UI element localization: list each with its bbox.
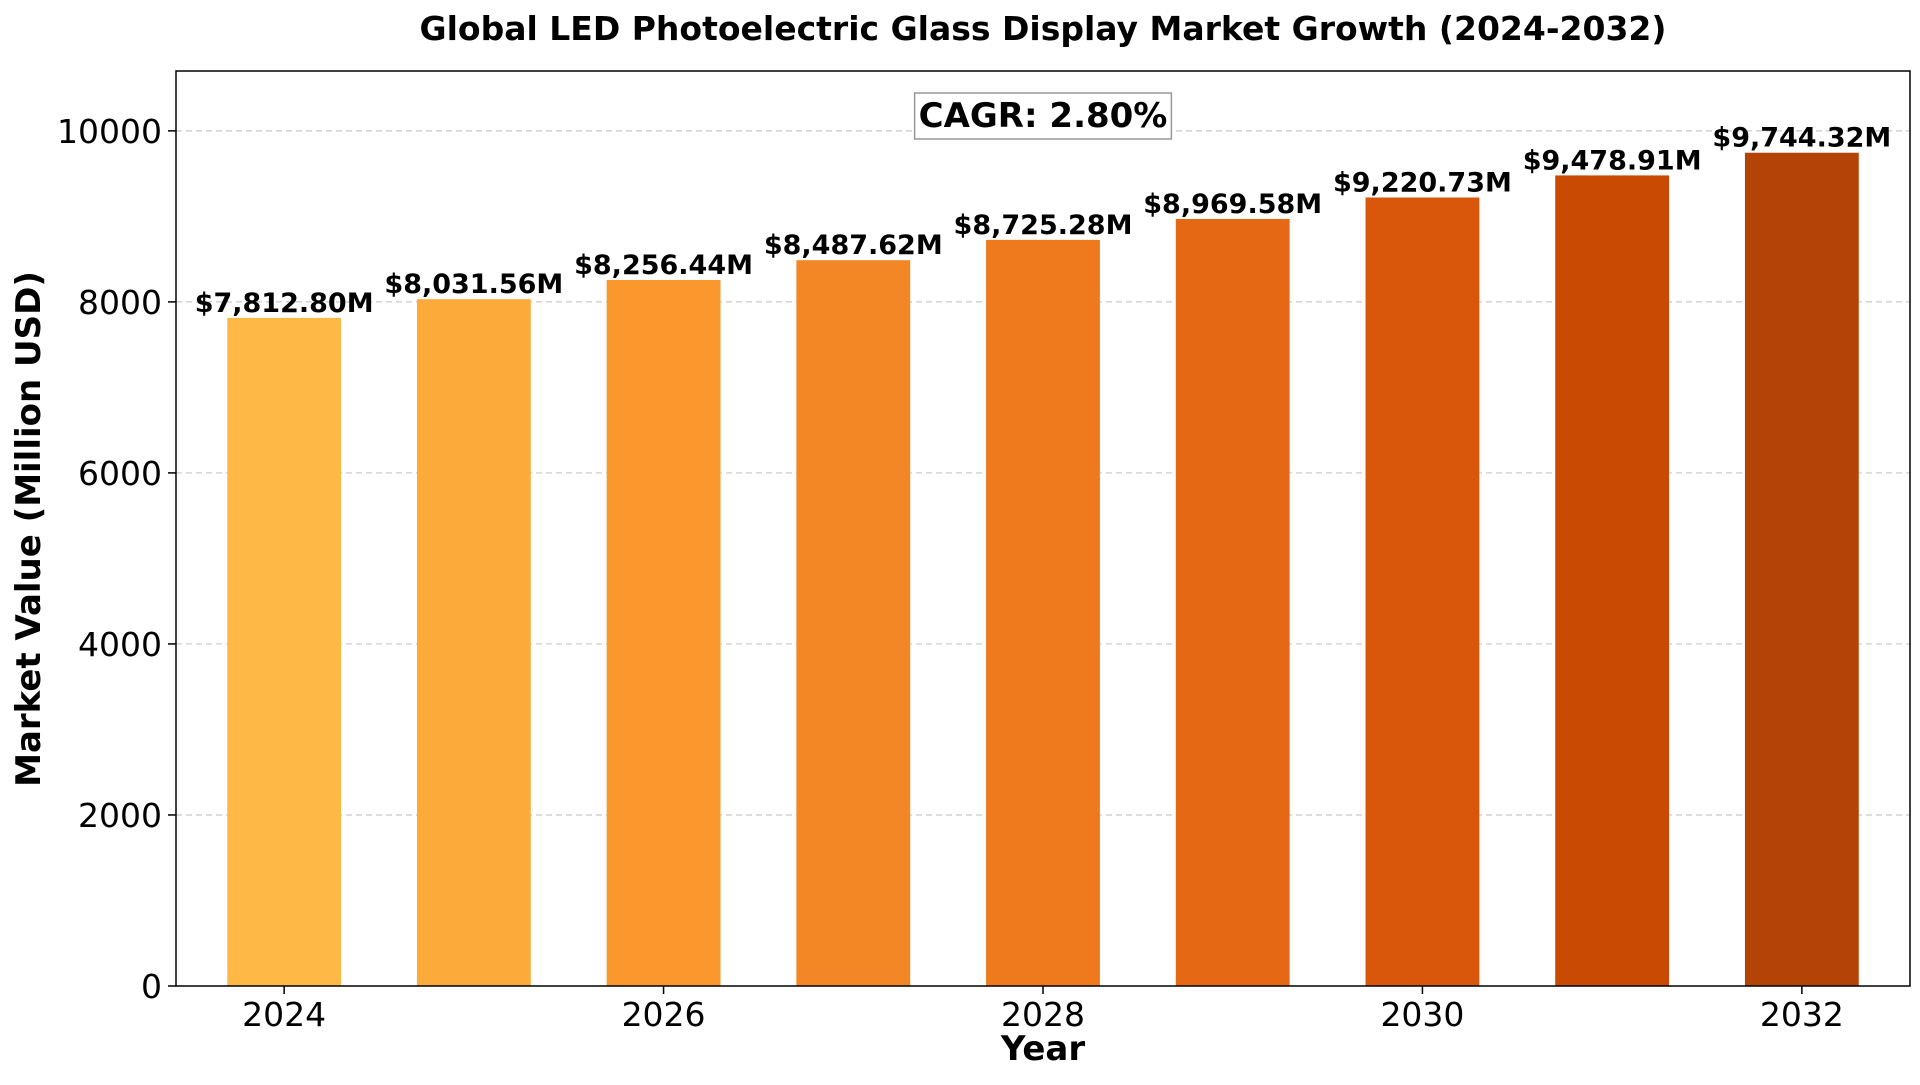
chart-title: Global LED Photoelectric Glass Display M…	[420, 9, 1667, 48]
bar-value-label: $8,256.44M	[574, 250, 753, 281]
data-labels-layer: $7,812.80M $8,031.56M $8,256.44M $8,487.62M…	[195, 123, 1892, 319]
bar-value-label: $7,812.80M	[195, 288, 374, 319]
y-axis-ticks: 0 2000 4000 6000 8000 10000	[57, 112, 176, 1006]
bar	[227, 317, 342, 986]
x-tick-label: 2028	[1001, 995, 1085, 1034]
bar	[986, 239, 1100, 987]
bar-value-label: $9,220.73M	[1333, 167, 1512, 198]
y-axis-label: Market Value (Million USD)	[9, 271, 49, 787]
bar	[1555, 175, 1670, 987]
y-tick-label: 4000	[78, 625, 162, 664]
bar-value-label: $8,031.56M	[384, 269, 563, 300]
y-tick-label: 6000	[78, 454, 162, 493]
bar-value-label: $8,725.28M	[954, 210, 1133, 241]
bar-value-label: $9,478.91M	[1523, 145, 1702, 176]
cagr-annotation-box	[913, 92, 1173, 140]
x-tick-label: 2030	[1380, 995, 1464, 1034]
bar	[416, 299, 531, 986]
bar	[1365, 197, 1480, 987]
bar-value-label: $9,744.32M	[1712, 123, 1891, 154]
x-tick-label: 2032	[1760, 995, 1844, 1034]
x-axis-label: Year	[1000, 1029, 1086, 1069]
cagr-annotation-text: CAGR: 2.80%	[919, 96, 1168, 136]
cagr-annotation: CAGR: 2.80%	[913, 92, 1173, 140]
bars-layer	[227, 152, 1859, 987]
bar	[796, 260, 911, 986]
x-tick-label: 2026	[622, 995, 706, 1034]
bar	[1744, 152, 1859, 986]
bar	[606, 279, 721, 987]
y-tick-label: 8000	[78, 283, 162, 322]
y-tick-label: 2000	[78, 796, 162, 835]
bar	[1175, 218, 1290, 987]
y-tick-label: 0	[141, 967, 162, 1006]
y-tick-label: 10000	[57, 112, 162, 151]
bar-value-label: $8,487.62M	[764, 230, 943, 261]
x-tick-label: 2024	[242, 995, 326, 1034]
x-axis-ticks: 2024 2026 2028 2030 2032	[242, 986, 1844, 1034]
bar-value-label: $8,969.58M	[1143, 189, 1322, 220]
